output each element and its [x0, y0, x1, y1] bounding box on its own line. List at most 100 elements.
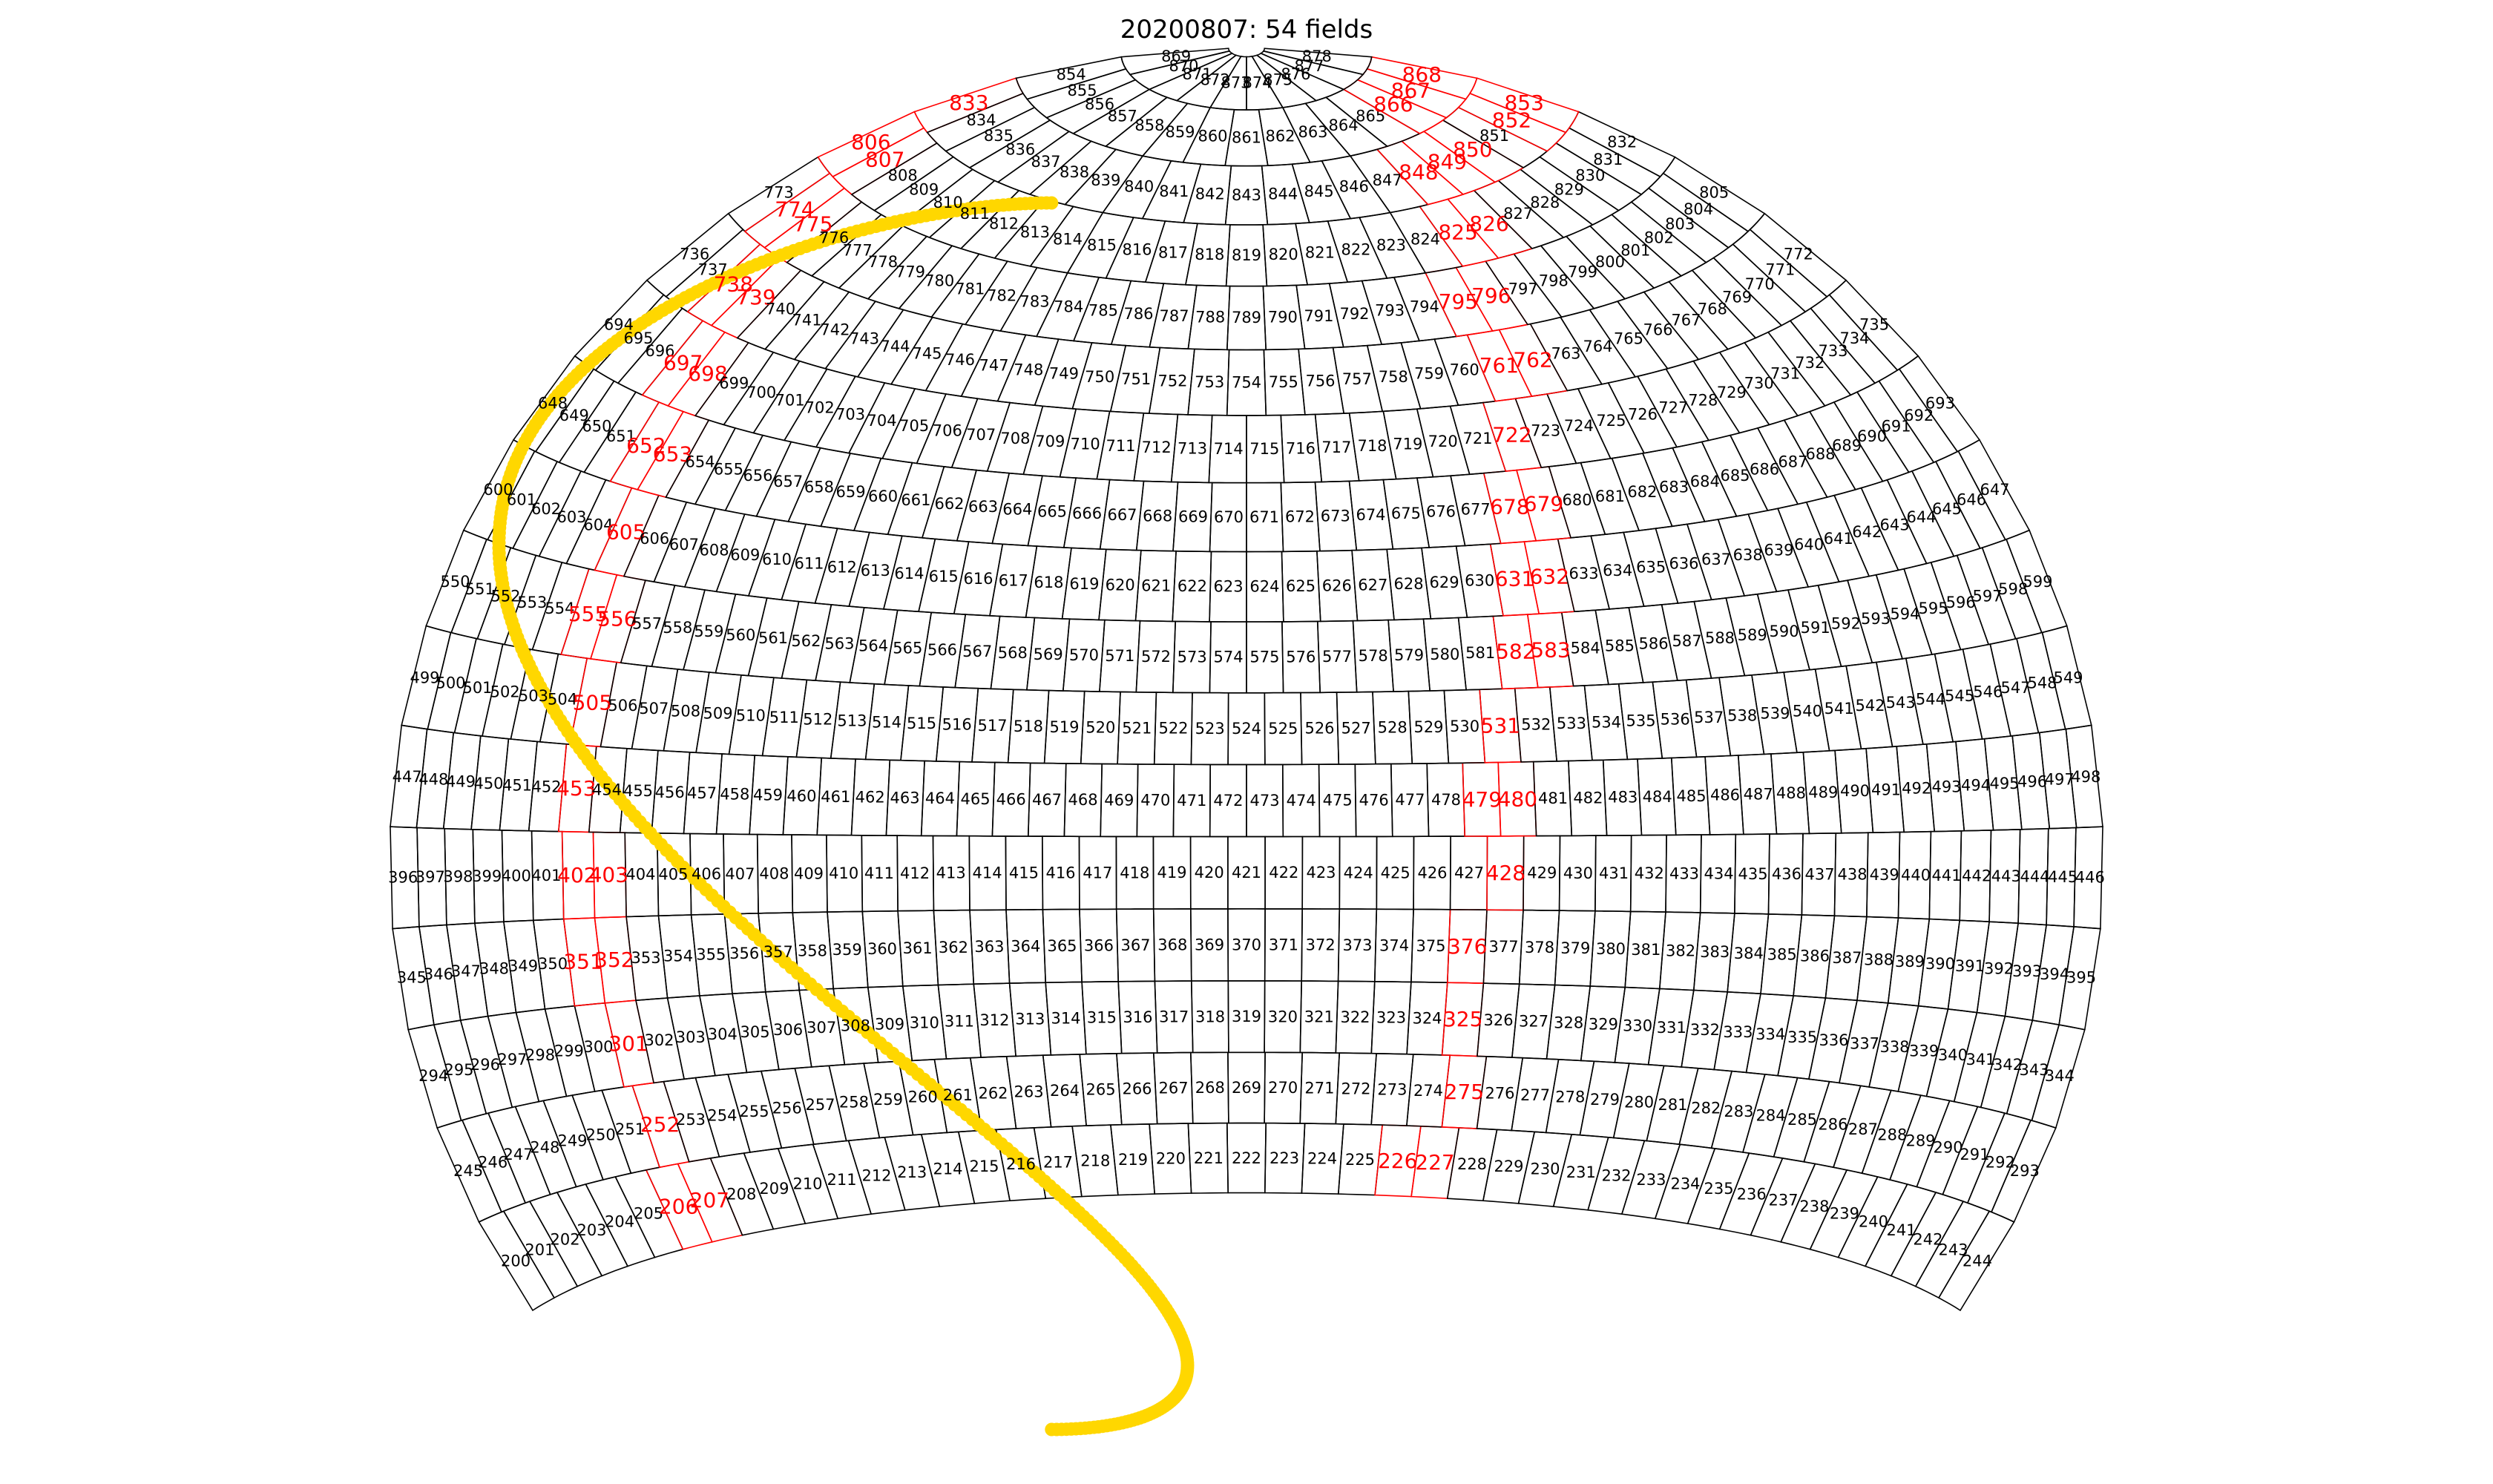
field-label-463: 463	[890, 789, 920, 807]
field-label-590: 590	[1770, 623, 1799, 640]
field-label-776: 776	[819, 229, 849, 247]
field-label-527: 527	[1341, 719, 1371, 737]
field-label-846: 846	[1339, 178, 1369, 196]
field-label-637: 637	[1701, 551, 1731, 568]
field-label-743: 743	[850, 330, 879, 348]
field-label-665: 665	[1037, 503, 1067, 521]
field-label-328: 328	[1554, 1014, 1583, 1031]
field-label-706: 706	[933, 421, 962, 439]
field-label-861: 861	[1232, 129, 1261, 147]
field-label-613: 613	[861, 562, 890, 580]
field-label-575: 575	[1249, 649, 1279, 666]
field-label-719: 719	[1393, 435, 1422, 453]
field-label-676: 676	[1426, 503, 1456, 521]
field-label-317: 317	[1159, 1008, 1189, 1026]
field-label-722: 722	[1492, 423, 1531, 447]
field-label-277: 277	[1520, 1086, 1550, 1104]
field-label-711: 711	[1106, 437, 1135, 455]
field-label-330: 330	[1623, 1017, 1652, 1035]
field-label-650: 650	[582, 418, 611, 436]
field-label-322: 322	[1340, 1008, 1370, 1026]
field-label-635: 635	[1636, 559, 1666, 577]
field-label-444: 444	[2020, 867, 2049, 885]
field-label-265: 265	[1086, 1081, 1116, 1099]
field-label-292: 292	[1985, 1154, 2015, 1172]
field-label-282: 282	[1691, 1099, 1721, 1117]
field-label-373: 373	[1342, 936, 1372, 954]
field-label-368: 368	[1157, 936, 1187, 954]
field-label-685: 685	[1720, 467, 1750, 485]
field-label-341: 341	[1965, 1051, 1995, 1068]
field-label-339: 339	[1909, 1042, 1939, 1060]
field-label-813: 813	[1020, 223, 1050, 241]
field-label-410: 410	[829, 864, 858, 882]
field-label-233: 233	[1636, 1171, 1666, 1189]
field-label-450: 450	[473, 775, 503, 792]
field-label-798: 798	[1539, 272, 1569, 290]
field-label-433: 433	[1669, 864, 1699, 882]
field-label-452: 452	[531, 778, 561, 796]
field-label-346: 346	[424, 965, 453, 983]
field-label-521: 521	[1122, 719, 1152, 737]
field-label-560: 560	[726, 626, 755, 644]
field-label-377: 377	[1489, 938, 1519, 956]
field-label-850: 850	[1453, 137, 1492, 162]
field-label-510: 510	[736, 706, 766, 724]
field-label-552: 552	[490, 588, 520, 605]
field-label-796: 796	[1471, 283, 1511, 308]
field-label-489: 489	[1808, 784, 1838, 801]
field-label-686: 686	[1750, 460, 1779, 478]
field-label-366: 366	[1084, 936, 1114, 954]
field-label-564: 564	[858, 637, 888, 655]
field-label-374: 374	[1379, 936, 1409, 954]
field-label-484: 484	[1643, 788, 1672, 806]
field-label-718: 718	[1357, 437, 1387, 455]
field-label-337: 337	[1850, 1034, 1879, 1052]
field-label-448: 448	[418, 770, 448, 788]
field-label-256: 256	[772, 1099, 802, 1117]
field-label-281: 281	[1658, 1096, 1687, 1114]
field-label-862: 862	[1265, 128, 1295, 145]
field-label-815: 815	[1087, 236, 1117, 254]
field-label-591: 591	[1801, 619, 1830, 637]
field-label-316: 316	[1123, 1008, 1152, 1026]
field-label-415: 415	[1009, 864, 1039, 882]
field-label-618: 618	[1034, 574, 1063, 591]
field-label-466: 466	[996, 790, 1026, 808]
field-label-583: 583	[1531, 638, 1570, 663]
field-label-454: 454	[592, 781, 622, 799]
field-label-825: 825	[1438, 220, 1477, 244]
field-label-342: 342	[1993, 1056, 2023, 1074]
field-label-508: 508	[671, 702, 700, 720]
field-label-407: 407	[725, 865, 755, 883]
field-label-235: 235	[1704, 1180, 1734, 1198]
field-label-529: 529	[1413, 718, 1443, 736]
field-label-239: 239	[1830, 1205, 1859, 1223]
field-label-432: 432	[1635, 864, 1664, 882]
field-label-799: 799	[1568, 263, 1597, 281]
field-label-445: 445	[2048, 868, 2078, 886]
field-label-655: 655	[714, 460, 743, 478]
field-label-680: 680	[1563, 491, 1592, 509]
field-label-762: 762	[1513, 348, 1552, 372]
field-label-771: 771	[1765, 261, 1795, 279]
field-label-535: 535	[1626, 712, 1656, 729]
field-label-854: 854	[1057, 65, 1086, 83]
field-label-285: 285	[1787, 1111, 1817, 1129]
field-label-849: 849	[1428, 150, 1467, 174]
field-label-841: 841	[1159, 183, 1189, 200]
field-label-534: 534	[1592, 713, 1621, 731]
field-label-396: 396	[388, 869, 418, 887]
field-label-266: 266	[1122, 1080, 1152, 1097]
field-label-779: 779	[896, 263, 925, 281]
field-label-688: 688	[1805, 445, 1835, 463]
field-label-594: 594	[1890, 605, 1919, 623]
field-label-611: 611	[794, 555, 824, 573]
field-label-393: 393	[2012, 962, 2042, 980]
field-label-384: 384	[1734, 945, 1764, 962]
field-label-425: 425	[1381, 864, 1410, 881]
field-label-785: 785	[1088, 302, 1118, 320]
field-label-747: 747	[979, 356, 1009, 374]
field-label-805: 805	[1699, 184, 1729, 202]
field-label-225: 225	[1345, 1151, 1375, 1169]
